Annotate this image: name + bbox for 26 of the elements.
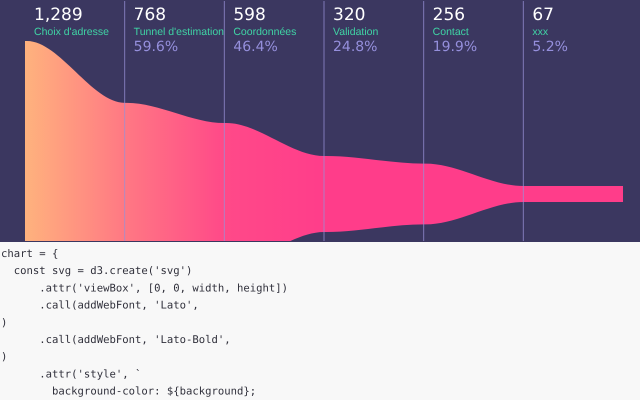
text: 19.9%: [432, 39, 478, 55]
category-label: Coordonnées: [233, 26, 296, 38]
text: .attr('viewBox', [0, 0, width, height]): [39, 282, 288, 294]
text: .call(addWebFont, 'Lato',: [39, 300, 199, 312]
text: ): [1, 351, 8, 364]
text: 46.4%: [233, 39, 278, 55]
category-label: Validation: [333, 26, 378, 38]
category-label: Contact: [432, 26, 469, 38]
text: background-color: ${background};: [52, 386, 256, 398]
category-label: Tunnel d'estimation: [134, 26, 224, 38]
text: const svg = d3.create('svg'): [14, 265, 192, 278]
data-label: 256: [432, 5, 466, 25]
text: ): [1, 316, 8, 329]
text: .call(addWebFont, 'Lato-Bold',: [39, 334, 231, 346]
data-label: 67: [532, 5, 554, 25]
category-label: Choix d'adresse: [34, 26, 110, 38]
text: .attr('style', `: [39, 368, 142, 380]
text: 24.8%: [333, 39, 378, 55]
text: 5.2%: [532, 39, 568, 55]
data-label: 1,289: [34, 5, 83, 25]
data-label: 320: [333, 5, 366, 25]
category-label: xxx: [532, 26, 549, 38]
text: 59.6%: [134, 39, 178, 55]
text: chart = {: [1, 248, 58, 260]
data-label: 768: [134, 5, 166, 25]
data-label: 598: [233, 5, 266, 25]
